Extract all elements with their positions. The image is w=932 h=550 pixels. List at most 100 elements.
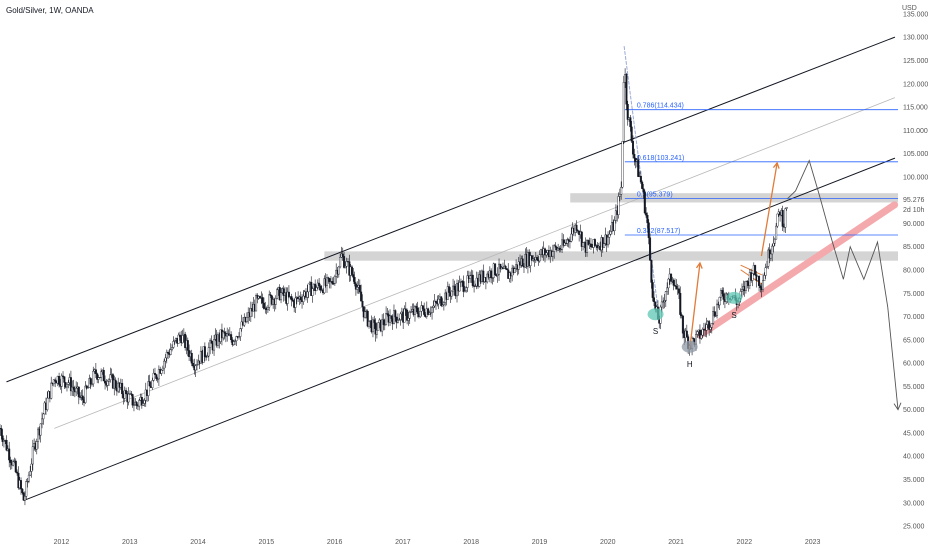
candle-body [398,319,401,321]
candle-body [389,315,392,323]
y-tick-label: 110.000 [903,128,928,135]
projection [787,159,902,411]
currency-label: USD [902,5,917,12]
candle-body [325,277,328,286]
candle-body [350,266,353,275]
y-tick-label: 30.000 [903,500,925,507]
candle-body [740,289,743,292]
target-arrow [689,262,701,350]
candle-body [431,307,434,313]
pattern-marker-ellipse [681,340,698,353]
projection-path [787,159,899,410]
candle-body [52,379,55,385]
candle-body [114,379,117,389]
candle-body [16,471,19,474]
candle-body [434,301,437,303]
candle-body [238,336,241,338]
candle-body [608,234,611,238]
candle-body [471,274,474,286]
candle-body [645,212,648,216]
candle-body [415,306,418,309]
candle-body [213,339,216,351]
candle-body [306,291,309,298]
candle-body [465,287,468,291]
candle-body [576,230,579,232]
candle-body [442,302,445,305]
fib-level-label: 0.786(114.434) [637,103,684,110]
candle-body [107,379,110,382]
candle-body [85,385,88,389]
target-arrow [760,162,778,257]
candle-body [294,297,297,308]
candle-body [366,310,369,327]
candle-body [712,311,715,324]
candle-body [77,386,80,398]
candle-body [482,270,485,282]
candle-body [554,245,557,248]
candle-body [302,295,305,302]
candle-body [12,461,15,466]
candle-body [177,334,180,344]
candle-body [131,394,134,406]
pattern-marker-label: H [687,360,693,369]
candle-body [181,335,184,344]
candle-body [647,222,650,238]
y-tick-label: 135.000 [903,11,928,18]
candle-body [152,372,155,381]
candle-body [701,329,704,336]
candle-body [613,220,616,231]
candle-body [354,283,357,290]
candle-body [448,286,451,293]
candle-body [90,383,93,385]
candle-body [607,236,610,246]
fib-level-label: 0.382(87.517) [637,228,681,235]
candle-body [54,379,57,382]
candle-body [429,312,432,314]
candle-body [773,238,776,244]
x-tick-label: 2019 [532,539,548,546]
price-label: 95.276 [903,197,925,204]
candle-body [287,291,290,297]
candle-body [643,191,646,214]
y-tick-label: 70.000 [903,314,925,321]
candle-body [603,243,606,248]
candle-body [81,395,84,400]
candle-body [664,291,667,301]
candle-body [440,296,443,306]
candle-body [700,334,703,339]
candle-body [722,293,725,300]
y-tick-label: 120.000 [903,81,928,88]
y-tick-label: 45.000 [903,430,925,437]
candle-body [399,313,402,320]
candle-body [708,321,711,330]
candle-body [496,274,499,276]
candle-body [498,263,501,275]
candle-body [358,285,361,293]
candle-body [21,488,24,493]
y-tick-label: 55.000 [903,384,925,391]
y-tick-label: 60.000 [903,361,925,368]
candle-body [25,481,28,497]
y-tick-label: 105.000 [903,151,928,158]
candle-body [58,376,61,385]
candle-body [327,277,330,279]
candle-body [364,311,367,318]
candle-body [696,331,699,335]
candle-body [601,237,604,248]
candle-body [441,304,444,306]
y-tick-label: 35.000 [903,477,925,484]
candle-body [453,285,456,290]
candle-body [353,277,356,284]
fib-level-label: 0.5(95.379) [637,191,673,198]
candle-body [751,273,754,281]
y-tick-label: 50.000 [903,407,925,414]
candle-body [262,302,265,309]
candle-body [299,296,302,301]
candle-body [419,310,422,317]
y-axis: USD 25.000 30.000 35.000 40.000 45.000 50.000 5… [902,5,928,531]
candle-body [307,283,310,293]
candle-body [486,273,489,283]
x-tick-label: 2013 [122,539,138,546]
candle-body [642,188,645,193]
